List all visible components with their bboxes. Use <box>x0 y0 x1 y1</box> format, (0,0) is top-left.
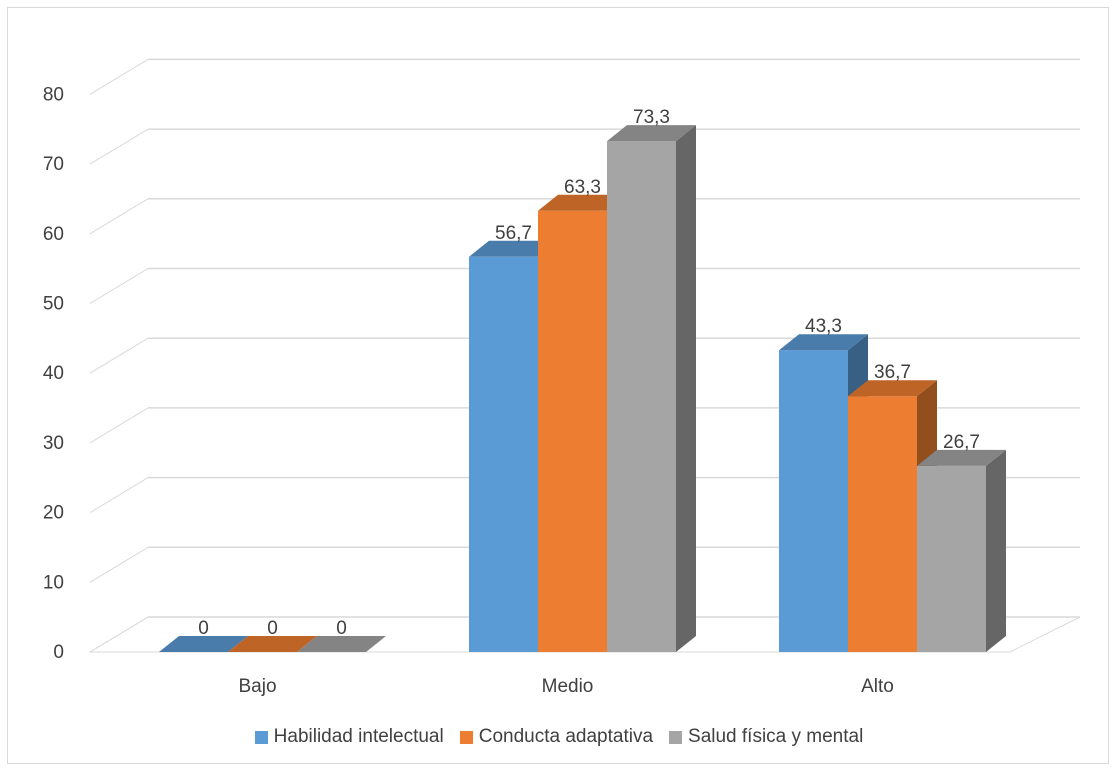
gridline-side <box>89 128 149 165</box>
data-label: 0 <box>198 618 209 639</box>
gridline-side <box>89 268 149 304</box>
data-label: 63,3 <box>564 177 601 198</box>
y-tick-label: 60 <box>43 224 64 245</box>
bar <box>538 210 607 652</box>
legend-label-salud: Salud física y mental <box>688 726 864 747</box>
bar-top <box>538 194 627 211</box>
bar-top <box>297 636 386 652</box>
bar <box>917 465 986 652</box>
y-tick-label: 30 <box>43 433 64 454</box>
bar-top <box>469 240 558 257</box>
legend-swatch-salud <box>669 730 683 744</box>
y-tick-label: 70 <box>43 154 64 175</box>
bar <box>779 350 848 652</box>
bar <box>607 141 676 652</box>
bar-side <box>986 449 1006 652</box>
data-label: 73,3 <box>633 107 670 128</box>
legend: Habilidad intelectual Conducta adaptativ… <box>0 726 1118 748</box>
legend-label-conducta: Conducta adaptativa <box>478 726 654 747</box>
y-tick-label: 0 <box>53 642 64 663</box>
gridline-side <box>89 616 149 653</box>
legend-label-habilidad: Habilidad intelectual <box>273 726 444 747</box>
bar <box>848 396 917 652</box>
gridline-side <box>89 58 149 95</box>
legend-swatch-habilidad <box>254 730 268 744</box>
category-label: Medio <box>542 676 594 697</box>
bar-side <box>676 125 696 652</box>
y-tick-label: 80 <box>43 84 64 105</box>
gridline-side <box>89 477 149 514</box>
bar <box>469 256 538 652</box>
data-label: 56,7 <box>495 223 532 244</box>
gridline-side <box>89 337 149 374</box>
data-label: 0 <box>336 618 347 639</box>
data-label: 43,3 <box>805 316 842 337</box>
y-tick-label: 50 <box>43 294 64 315</box>
legend-swatch-conducta <box>459 730 473 744</box>
bar-top <box>607 125 696 142</box>
data-label: 0 <box>267 618 278 639</box>
legend-item-habilidad: Habilidad intelectual <box>254 726 444 748</box>
gridline-side <box>89 407 149 444</box>
legend-item-conducta: Conducta adaptativa <box>459 726 654 748</box>
category-label: Bajo <box>238 676 276 697</box>
category-label: Alto <box>861 676 894 697</box>
y-tick-label: 10 <box>43 572 64 593</box>
bar-top <box>917 449 1006 466</box>
y-tick-label: 20 <box>43 503 64 524</box>
legend-item-salud: Salud física y mental <box>669 726 863 748</box>
y-tick-label: 40 <box>43 363 64 384</box>
bar-top <box>779 334 868 351</box>
gridline-side <box>89 546 149 583</box>
data-label: 26,7 <box>943 432 980 453</box>
gridline-side <box>89 198 149 235</box>
data-label: 36,7 <box>874 362 911 383</box>
bar-top <box>159 636 248 652</box>
bar-top <box>228 636 317 652</box>
bar-top <box>848 380 937 397</box>
